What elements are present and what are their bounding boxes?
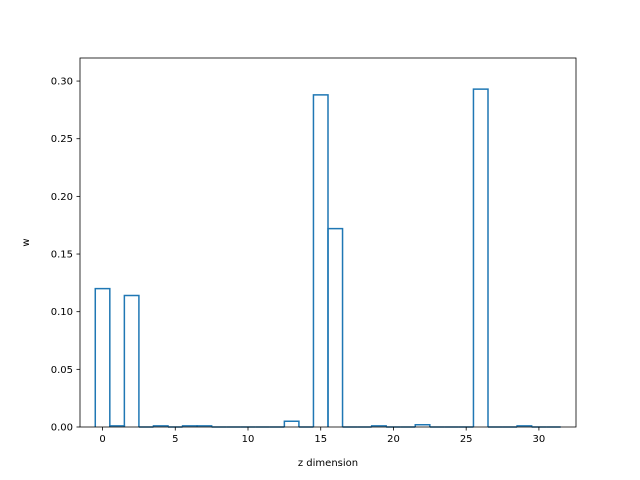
y-tick-label: 0.00	[51, 423, 73, 434]
bar	[516, 425, 533, 427]
x-tick-label: 10	[242, 434, 255, 445]
y-axis: 0.00 0.05 0.10 0.15 0.20 0.25 0.30	[51, 77, 80, 434]
y-tick-label: 0.30	[51, 77, 73, 88]
axes-border	[79, 57, 577, 428]
y-tick-label: 0.20	[51, 192, 73, 203]
x-tick-label: 20	[387, 434, 400, 445]
bar	[283, 420, 300, 427]
x-tick-label: 0	[99, 434, 105, 445]
bar	[94, 287, 111, 427]
y-tick-label: 0.10	[51, 307, 73, 318]
bar	[472, 88, 489, 427]
x-tick-label: 15	[314, 434, 327, 445]
y-axis-label: w	[21, 238, 32, 246]
y-tick-label: 0.05	[51, 365, 73, 376]
axes-frame	[79, 57, 577, 428]
bar	[123, 294, 140, 427]
y-tick-label: 0.15	[51, 250, 73, 261]
bar	[414, 423, 431, 427]
x-tick-label: 5	[172, 434, 178, 445]
y-tick-label: 0.25	[51, 134, 73, 145]
x-axis-label: z dimension	[298, 458, 358, 469]
x-tick-label: 30	[533, 434, 546, 445]
x-axis: 0 5 10 15 20 25 30	[99, 427, 545, 445]
bar	[327, 227, 344, 427]
x-tick-label: 25	[460, 434, 473, 445]
bar	[196, 425, 213, 427]
